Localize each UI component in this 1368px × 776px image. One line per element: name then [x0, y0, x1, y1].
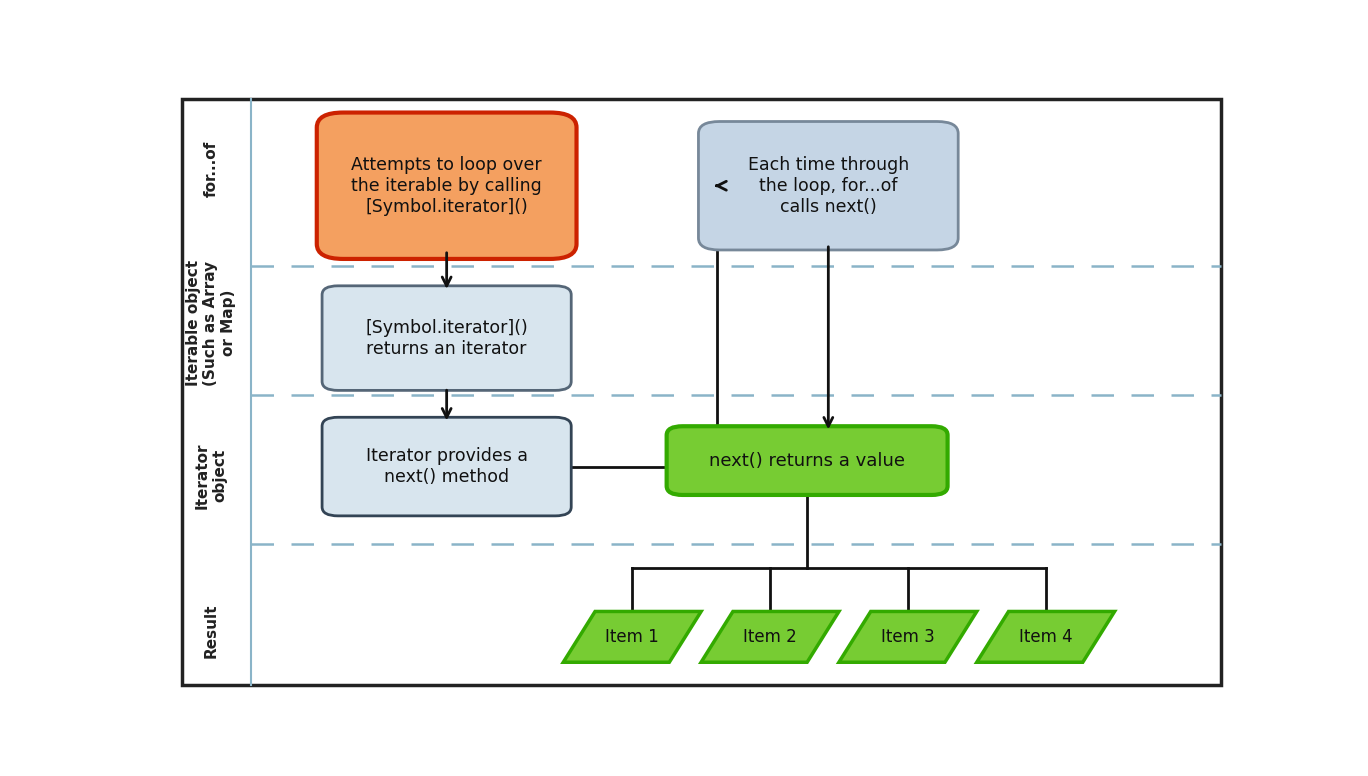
FancyBboxPatch shape: [666, 426, 948, 495]
Text: Result: Result: [204, 604, 219, 658]
Polygon shape: [700, 611, 839, 662]
FancyBboxPatch shape: [699, 122, 958, 250]
Polygon shape: [977, 611, 1115, 662]
Text: next() returns a value: next() returns a value: [709, 452, 906, 469]
Text: Item 2: Item 2: [743, 628, 798, 646]
Text: for...of: for...of: [204, 141, 219, 197]
FancyBboxPatch shape: [182, 99, 1220, 684]
Text: Item 4: Item 4: [1019, 628, 1073, 646]
Text: [Symbol.iterator]()
returns an iterator: [Symbol.iterator]() returns an iterator: [365, 319, 528, 358]
Text: Item 1: Item 1: [605, 628, 659, 646]
Text: Item 3: Item 3: [881, 628, 934, 646]
Polygon shape: [564, 611, 700, 662]
Text: Iterator provides a
next() method: Iterator provides a next() method: [365, 447, 528, 486]
Text: Iterator
object: Iterator object: [194, 442, 227, 509]
Text: Each time through
the loop, for...of
calls next(): Each time through the loop, for...of cal…: [748, 156, 908, 216]
FancyBboxPatch shape: [321, 286, 572, 390]
Polygon shape: [839, 611, 977, 662]
FancyBboxPatch shape: [317, 113, 576, 259]
FancyBboxPatch shape: [321, 417, 572, 516]
Text: Attempts to loop over
the iterable by calling
[Symbol.iterator](): Attempts to loop over the iterable by ca…: [352, 156, 542, 216]
Text: Iterable object
(Such as Array
or Map): Iterable object (Such as Array or Map): [186, 260, 235, 386]
